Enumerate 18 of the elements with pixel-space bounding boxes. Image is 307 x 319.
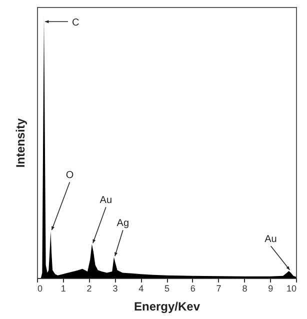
- annotation: Au: [100, 195, 112, 206]
- annotation: Ag: [116, 218, 130, 230]
- x-tick-label: 6: [190, 284, 196, 294]
- x-axis-title: Energy/Kev: [134, 300, 200, 314]
- annotation: C: [72, 18, 80, 29]
- x-tick-label: 10: [286, 284, 296, 294]
- x-tick-label: 4: [138, 284, 144, 294]
- x-tick-label: 5: [164, 284, 170, 294]
- x-tick-label: 9: [268, 284, 274, 294]
- x-tick-label: 8: [242, 284, 248, 294]
- y-axis-title: Intensity: [14, 118, 28, 168]
- x-tick-label: 1: [60, 284, 66, 294]
- x-tick-label: 3: [112, 284, 118, 294]
- x-tick-label: 0: [38, 284, 43, 294]
- x-tick-label: 7: [216, 284, 222, 294]
- annotation: O: [66, 170, 74, 182]
- x-tick-label: 2: [86, 284, 92, 294]
- annotation: Au: [264, 234, 277, 245]
